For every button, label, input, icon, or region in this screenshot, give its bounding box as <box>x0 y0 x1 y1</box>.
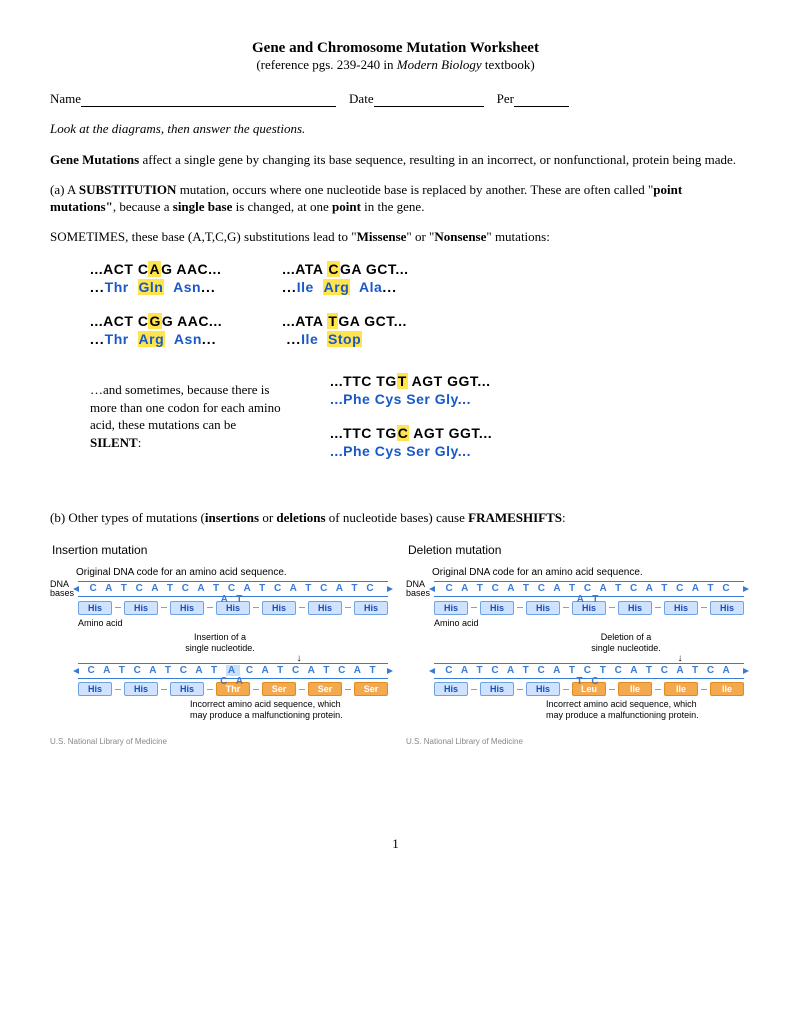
name-label: Name <box>50 91 81 106</box>
silent-text: …and sometimes, because there is more th… <box>90 381 290 451</box>
dna-row-2: C A T C A T C A T C T C A T C A T C A T … <box>406 663 744 679</box>
silent-block: ...TTC TGT AGT GGT... ...Phe Cys Ser Gly… <box>330 373 492 459</box>
paragraph-sometimes: SOMETIMES, these base (A,T,C,G) substitu… <box>50 228 741 246</box>
name-blank[interactable] <box>81 94 336 107</box>
dna-sequence: C A T C A T C A T C A T C A T C A T C A … <box>78 582 388 606</box>
date-label: Date <box>349 91 374 106</box>
page-number: 1 <box>50 836 741 852</box>
original-label: Original DNA code for an amino acid sequ… <box>432 567 744 578</box>
credit-text: U.S. National Library of Medicine <box>50 737 388 746</box>
dna-row-2: C A T C A T C A T A C A T C A T C A T C … <box>50 663 388 679</box>
dna-seq: ...TTC TGT AGT GGT... <box>330 373 492 389</box>
silent-mutated: ...TTC TGC AGT GGT... ...Phe Cys Ser Gly… <box>330 425 492 459</box>
missense-original: ...ACT CAG AAC... ...Thr Gln Asn... <box>90 261 222 295</box>
insertion-diagram: Insertion mutation Original DNA code for… <box>50 539 388 746</box>
dna-seq: ...ATA TGA GCT... <box>282 313 408 329</box>
silent-row: …and sometimes, because there is more th… <box>90 373 701 459</box>
header-block: Gene and Chromosome Mutation Worksheet (… <box>50 40 741 73</box>
dna-bar: C A T C A T C A T C A T C A T C A T C A … <box>78 581 388 597</box>
amino-acid-label: Amino acid <box>434 618 744 628</box>
nonsense-block: ...ATA CGA GCT... ...Ile Arg Ala... ...A… <box>282 261 408 347</box>
silent-original: ...TTC TGT AGT GGT... ...Phe Cys Ser Gly… <box>330 373 492 407</box>
dna-bar: C A T C A T C A T C T C A T C A T C A T … <box>434 663 744 679</box>
paragraph-substitution: (a) A SUBSTITUTION mutation, occurs wher… <box>50 181 741 216</box>
frameshift-diagrams: Insertion mutation Original DNA code for… <box>50 539 741 746</box>
down-arrow-icon: ↓ <box>210 655 388 663</box>
instruction: Look at the diagrams, then answer the qu… <box>50 121 741 137</box>
paragraph-frameshift: (b) Other types of mutations (insertions… <box>50 509 741 527</box>
page-title: Gene and Chromosome Mutation Worksheet <box>50 40 741 57</box>
dna-sequence: C A T C A T C A T A C A T C A T C A T C … <box>78 664 388 688</box>
aa-seq: ...Phe Cys Ser Gly... <box>330 391 492 407</box>
diagram-missense-nonsense: ...ACT CAG AAC... ...Thr Gln Asn... ...A… <box>90 261 741 347</box>
per-blank[interactable] <box>514 94 569 107</box>
credit-text: U.S. National Library of Medicine <box>406 737 744 746</box>
down-arrow-icon: ↓ <box>616 655 744 663</box>
aa-seq: ...Thr Arg Asn... <box>90 331 222 347</box>
aa-seq: ...Thr Gln Asn... <box>90 279 222 295</box>
aa-seq: ...Phe Cys Ser Gly... <box>330 443 492 459</box>
dna-seq: ...TTC TGC AGT GGT... <box>330 425 492 441</box>
missense-mutated: ...ACT CGG AAC... ...Thr Arg Asn... <box>90 313 222 347</box>
incorrect-note: Incorrect amino acid sequence, whichmay … <box>546 699 716 721</box>
dna-sequence: C A T C A T C A T C A T C A T C A T C A … <box>434 582 744 606</box>
paragraph-gene-mutations: Gene Mutations affect a single gene by c… <box>50 151 741 169</box>
deletion-annotation: Deletion of asingle nucleotide. <box>576 632 676 654</box>
dna-seq: ...ATA CGA GCT... <box>282 261 408 277</box>
dna-row-1: DNAbases C A T C A T C A T C A T C A T C… <box>406 580 744 598</box>
nonsense-mutated: ...ATA TGA GCT... ...Ile Stop <box>282 313 408 347</box>
aa-seq: ...Ile Arg Ala... <box>282 279 408 295</box>
form-row: Name Date Per <box>50 91 741 107</box>
dna-sequence: C A T C A T C A T C T C A T C A T C A T … <box>434 664 744 688</box>
deletion-title: Deletion mutation <box>408 543 744 557</box>
insertion-annotation: Insertion of asingle nucleotide. <box>165 632 275 654</box>
per-label: Per <box>497 91 514 106</box>
incorrect-note: Incorrect amino acid sequence, whichmay … <box>190 699 360 721</box>
dna-bar: C A T C A T C A T C A T C A T C A T C A … <box>434 581 744 597</box>
insertion-title: Insertion mutation <box>52 543 388 557</box>
date-blank[interactable] <box>374 94 484 107</box>
dna-seq: ...ACT CGG AAC... <box>90 313 222 329</box>
nonsense-original: ...ATA CGA GCT... ...Ile Arg Ala... <box>282 261 408 295</box>
original-label: Original DNA code for an amino acid sequ… <box>76 567 388 578</box>
amino-acid-label: Amino acid <box>78 618 388 628</box>
missense-block: ...ACT CAG AAC... ...Thr Gln Asn... ...A… <box>90 261 222 347</box>
dna-seq: ...ACT CAG AAC... <box>90 261 222 277</box>
dna-bar: C A T C A T C A T A C A T C A T C A T C … <box>78 663 388 679</box>
dna-row-1: DNAbases C A T C A T C A T C A T C A T C… <box>50 580 388 598</box>
aa-seq: ...Ile Stop <box>282 331 408 347</box>
deletion-diagram: Deletion mutation Original DNA code for … <box>406 539 744 746</box>
page-subtitle: (reference pgs. 239-240 in Modern Biolog… <box>50 57 741 73</box>
